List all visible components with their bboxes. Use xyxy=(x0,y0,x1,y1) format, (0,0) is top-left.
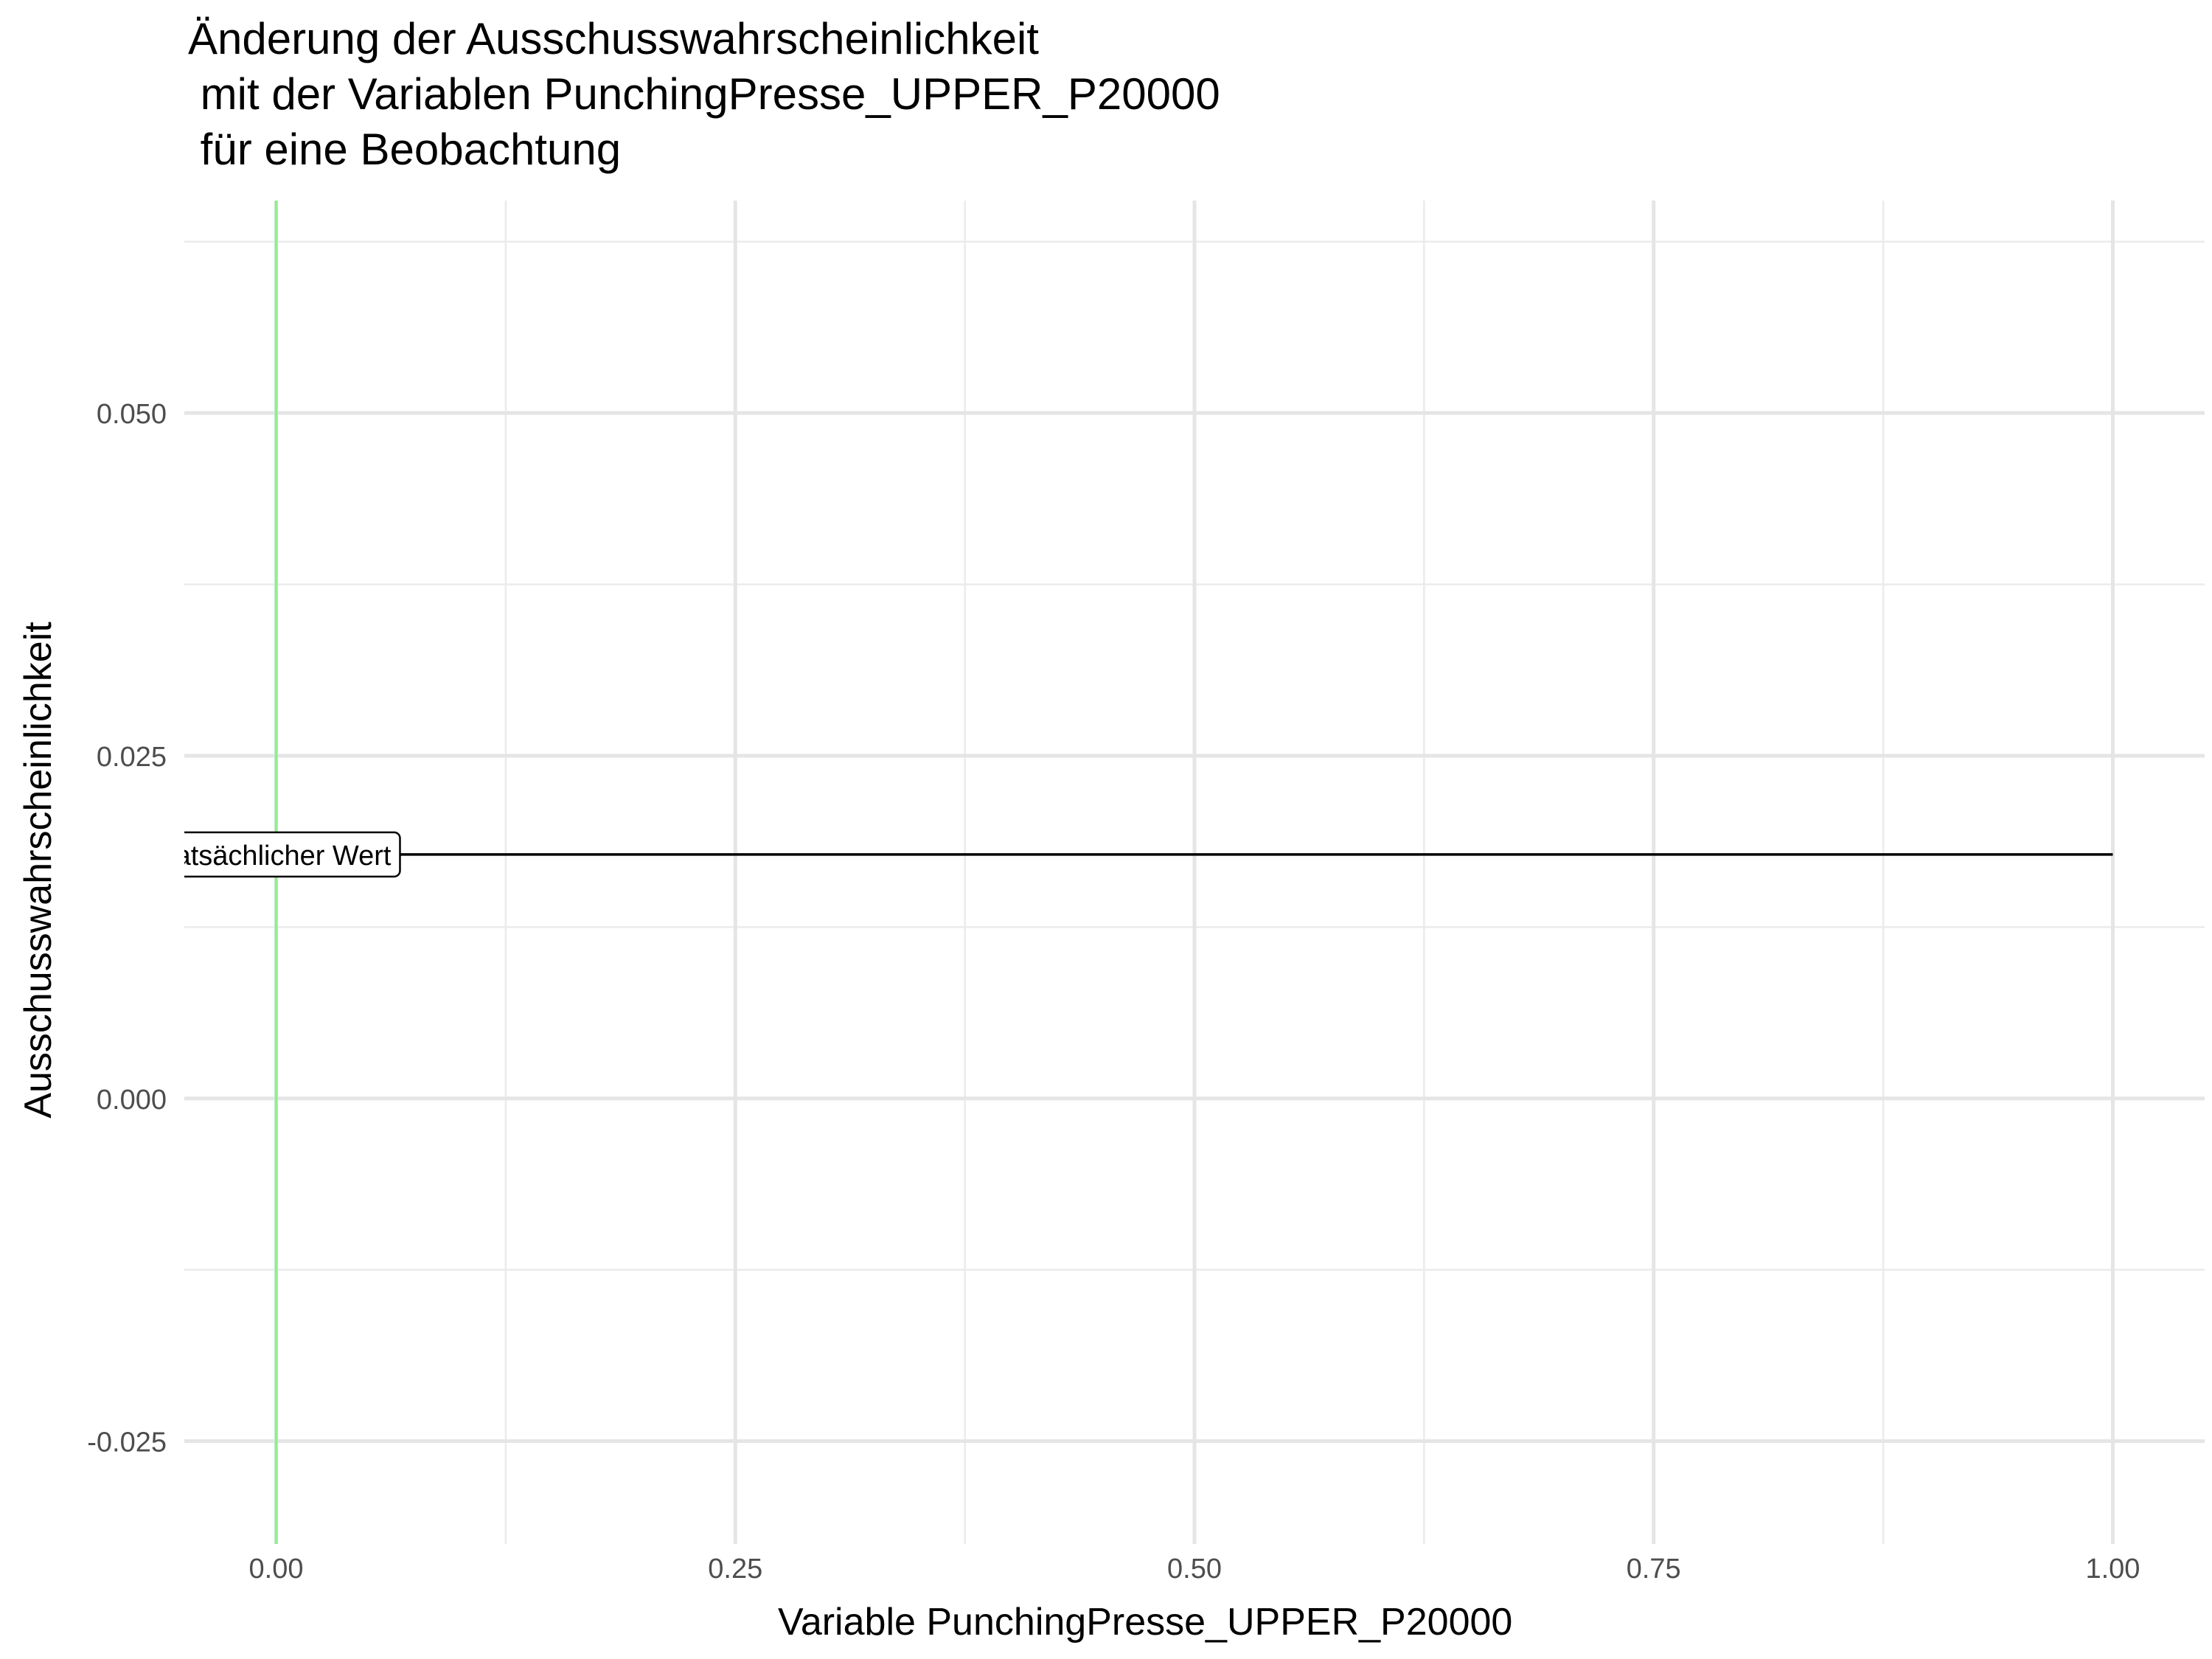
y-axis-title: Ausschusswahrscheinlichkeit xyxy=(17,622,60,1119)
x-axis-ticks: 0.00 0.25 0.50 0.75 1.00 xyxy=(249,1554,2140,1585)
y-tick-label: -0.025 xyxy=(87,1427,167,1458)
y-tick-label: 0.025 xyxy=(97,742,167,773)
y-tick-label: 0.050 xyxy=(97,399,167,430)
x-tick-label: 0.50 xyxy=(1167,1554,1222,1585)
x-tick-label: 1.00 xyxy=(2085,1554,2140,1585)
grid-major xyxy=(184,201,2205,1544)
y-axis-ticks: -0.025 0.000 0.025 0.050 xyxy=(87,399,167,1458)
x-tick-label: 0.25 xyxy=(708,1554,762,1585)
chart-title-line-3: für eine Beobachtung xyxy=(188,125,622,174)
y-tick-label: 0.000 xyxy=(97,1085,167,1116)
x-tick-label: 0.75 xyxy=(1627,1554,1681,1585)
annotation-label: Tatsächlicher Wert xyxy=(161,831,401,878)
x-axis-title: Variable PunchingPresse_UPPER_P20000 xyxy=(778,1601,1513,1644)
chart-title-line-2: mit der Variablen PunchingPresse_UPPER_P… xyxy=(188,69,1220,119)
annotation-box xyxy=(184,831,401,878)
annotation-text: Tatsächlicher Wert xyxy=(161,841,392,872)
x-tick-label: 0.00 xyxy=(249,1554,304,1585)
plot-area: Tatsächlicher Wert xyxy=(161,201,2113,1544)
chart-title-line-1: Änderung der Ausschusswahrscheinlichkeit xyxy=(188,14,1039,63)
